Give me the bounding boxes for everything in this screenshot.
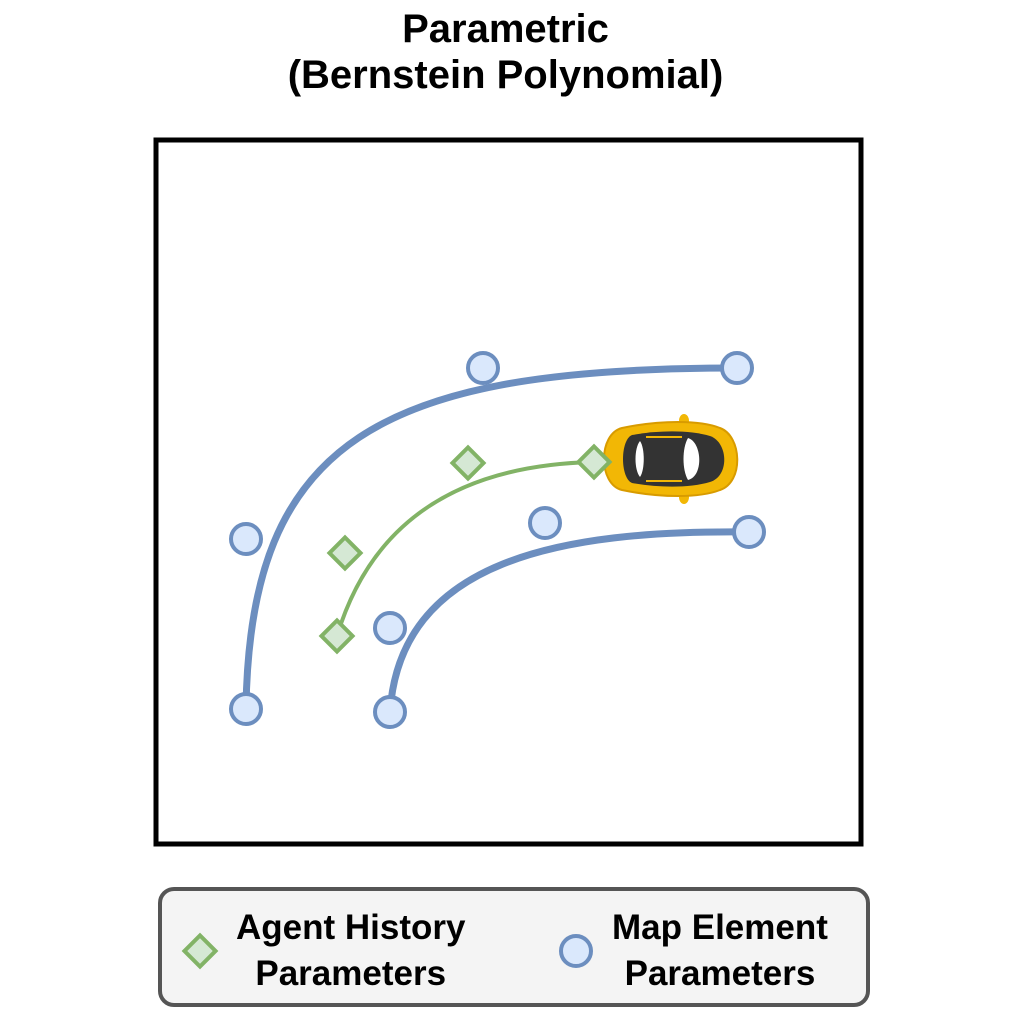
diagram-title: Parametric (Bernstein Polynomial) [0,6,1011,98]
legend-agent-line-1: Agent History [236,908,466,947]
legend-agent-line-2: Parameters [255,954,447,993]
agent-history-curve [335,460,596,638]
car-cabin [623,431,725,487]
legend-map-line-1: Map Element [612,908,828,947]
car-rear-window [635,441,644,477]
diamond-icon [181,932,219,970]
title-line-1: Parametric [402,7,609,51]
legend-item-map-element: Map Element Parameters [554,905,828,997]
title-line-2: (Bernstein Polynomial) [287,53,724,97]
legend: Agent History Parameters Map Element Par… [158,887,870,1007]
map-element-curve-inner [386,528,752,716]
map-point-outer-0 [229,692,263,726]
agent-point-3 [575,443,613,481]
agent-point-1 [326,534,364,572]
legend-label-map-element: Map Element Parameters [612,905,828,997]
car-windshield [683,438,700,480]
map-point-outer-3 [720,351,754,385]
legend-label-agent-history: Agent History Parameters [236,905,465,997]
map-point-inner-3 [732,515,766,549]
map-point-inner-2 [528,506,562,540]
circle-icon [559,934,593,968]
map-point-outer-1 [229,522,263,556]
plot-frame [153,137,864,847]
map-element-control-points [229,351,766,729]
legend-map-line-2: Parameters [624,954,816,993]
map-point-inner-0 [373,695,407,729]
agent-history-control-points [318,444,487,655]
agent-point-0 [318,617,356,655]
map-point-outer-2 [466,351,500,385]
agent-point-2 [449,444,487,482]
car-top-view-icon [603,414,739,504]
map-point-inner-1 [373,611,407,645]
map-element-curve-outer [242,364,740,712]
legend-item-agent-history: Agent History Parameters [178,905,465,997]
